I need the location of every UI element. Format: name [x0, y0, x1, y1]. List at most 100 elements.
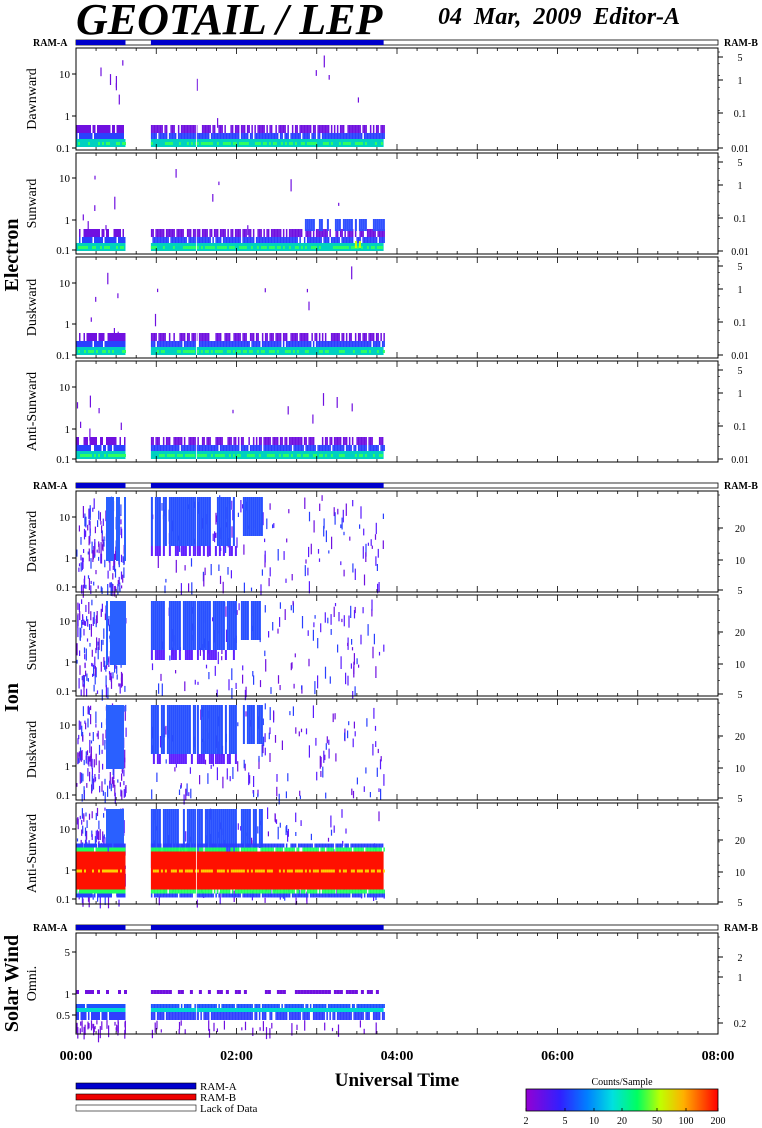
heat-cell — [188, 341, 190, 347]
heat-cell — [231, 341, 234, 347]
heat-cell — [278, 229, 280, 237]
heat-cell — [224, 889, 226, 894]
heat-cell — [162, 350, 165, 353]
heat-cell — [258, 705, 261, 744]
heat-cell — [357, 333, 360, 341]
heat-cell — [304, 350, 307, 353]
heat-cell — [375, 445, 378, 451]
heat-cell — [95, 333, 97, 341]
heat-cell — [79, 611, 81, 621]
heat-cell — [340, 454, 343, 457]
heat-cell — [92, 843, 94, 848]
heat-cell — [268, 869, 271, 873]
heat-cell — [190, 558, 193, 567]
heat-cell — [228, 754, 231, 764]
heat-cell — [122, 341, 124, 347]
heat-cell — [86, 688, 88, 697]
heat-cell — [92, 550, 94, 562]
heat-cell — [250, 601, 253, 640]
heat-cell — [269, 125, 271, 133]
heat-cell — [180, 843, 183, 848]
heat-cell — [274, 142, 277, 145]
heat-cell — [306, 350, 309, 353]
heat-cell — [362, 437, 364, 445]
heat-cell — [178, 789, 181, 795]
heat-cell — [329, 893, 331, 898]
heat-cell — [294, 990, 298, 994]
heat-cell — [312, 133, 315, 139]
heat-cell — [89, 535, 91, 544]
heat-cell — [196, 809, 199, 858]
heat-cell — [270, 333, 273, 341]
heat-cell — [83, 133, 85, 139]
heat-cell — [101, 847, 103, 852]
heat-cell — [206, 705, 209, 754]
heat-cell — [383, 774, 385, 786]
heat-cell — [224, 650, 227, 660]
heat-cell — [306, 1004, 309, 1008]
heat-cell — [299, 1004, 301, 1008]
heat-cell — [83, 229, 85, 237]
heat-cell — [302, 341, 304, 347]
heat-cell — [98, 445, 100, 451]
heat-cell — [266, 843, 268, 848]
heat-cell — [76, 133, 78, 139]
heat-cell — [304, 454, 307, 457]
heat-cell — [210, 564, 212, 576]
heat-cell — [112, 565, 114, 570]
heat-cell — [218, 754, 221, 764]
heat-cell — [121, 843, 123, 848]
heat-cell — [332, 893, 334, 898]
date-label: 04 Mar, 2009 — [438, 4, 582, 30]
heat-cell — [150, 847, 153, 852]
heat-cell — [228, 705, 231, 754]
heat-cell — [321, 495, 323, 501]
heat-cell — [81, 725, 83, 737]
heat-cell — [121, 847, 123, 852]
heat-cell — [186, 229, 189, 237]
heat-cell — [344, 889, 346, 894]
heat-cell — [369, 229, 372, 237]
heat-cell — [84, 513, 86, 527]
heat-cell — [196, 546, 199, 556]
heat-cell — [209, 125, 211, 133]
heat-cell — [108, 705, 110, 769]
heat-cell — [252, 437, 255, 445]
heat-cell — [326, 133, 328, 139]
heat-cell — [338, 1012, 340, 1020]
heat-cell — [313, 622, 315, 628]
heat-cell — [232, 454, 235, 457]
heat-cell — [240, 601, 243, 640]
heat-cell — [167, 847, 169, 852]
heat-cell — [344, 732, 346, 741]
heat-cell — [333, 341, 336, 347]
heat-cell — [341, 1012, 343, 1020]
heat-cell — [377, 548, 379, 558]
heat-cell — [378, 454, 381, 457]
heat-cell — [207, 445, 210, 451]
heat-cell — [112, 776, 114, 788]
heat-cell — [344, 843, 346, 848]
heat-cell — [158, 843, 160, 848]
heat-cell — [308, 445, 310, 451]
heat-cell — [248, 350, 251, 353]
heat-cell — [182, 229, 184, 237]
heat-cell — [176, 237, 178, 243]
heat-cell — [237, 823, 239, 830]
heat-cell — [83, 759, 85, 766]
heat-cell — [276, 437, 279, 445]
heat-cell — [231, 843, 234, 848]
heat-cell — [150, 243, 384, 251]
heat-cell — [78, 350, 80, 353]
heat-cell — [101, 229, 103, 237]
heat-cell — [118, 683, 120, 687]
heat-cell — [248, 1004, 250, 1008]
heat-cell — [342, 509, 344, 523]
heat-cell — [192, 333, 195, 341]
heat-cell — [198, 333, 201, 341]
heat-cell — [88, 237, 90, 243]
heat-cell — [342, 341, 345, 347]
heat-cell — [365, 333, 367, 341]
heat-cell — [365, 133, 367, 139]
heat-cell — [119, 437, 121, 445]
